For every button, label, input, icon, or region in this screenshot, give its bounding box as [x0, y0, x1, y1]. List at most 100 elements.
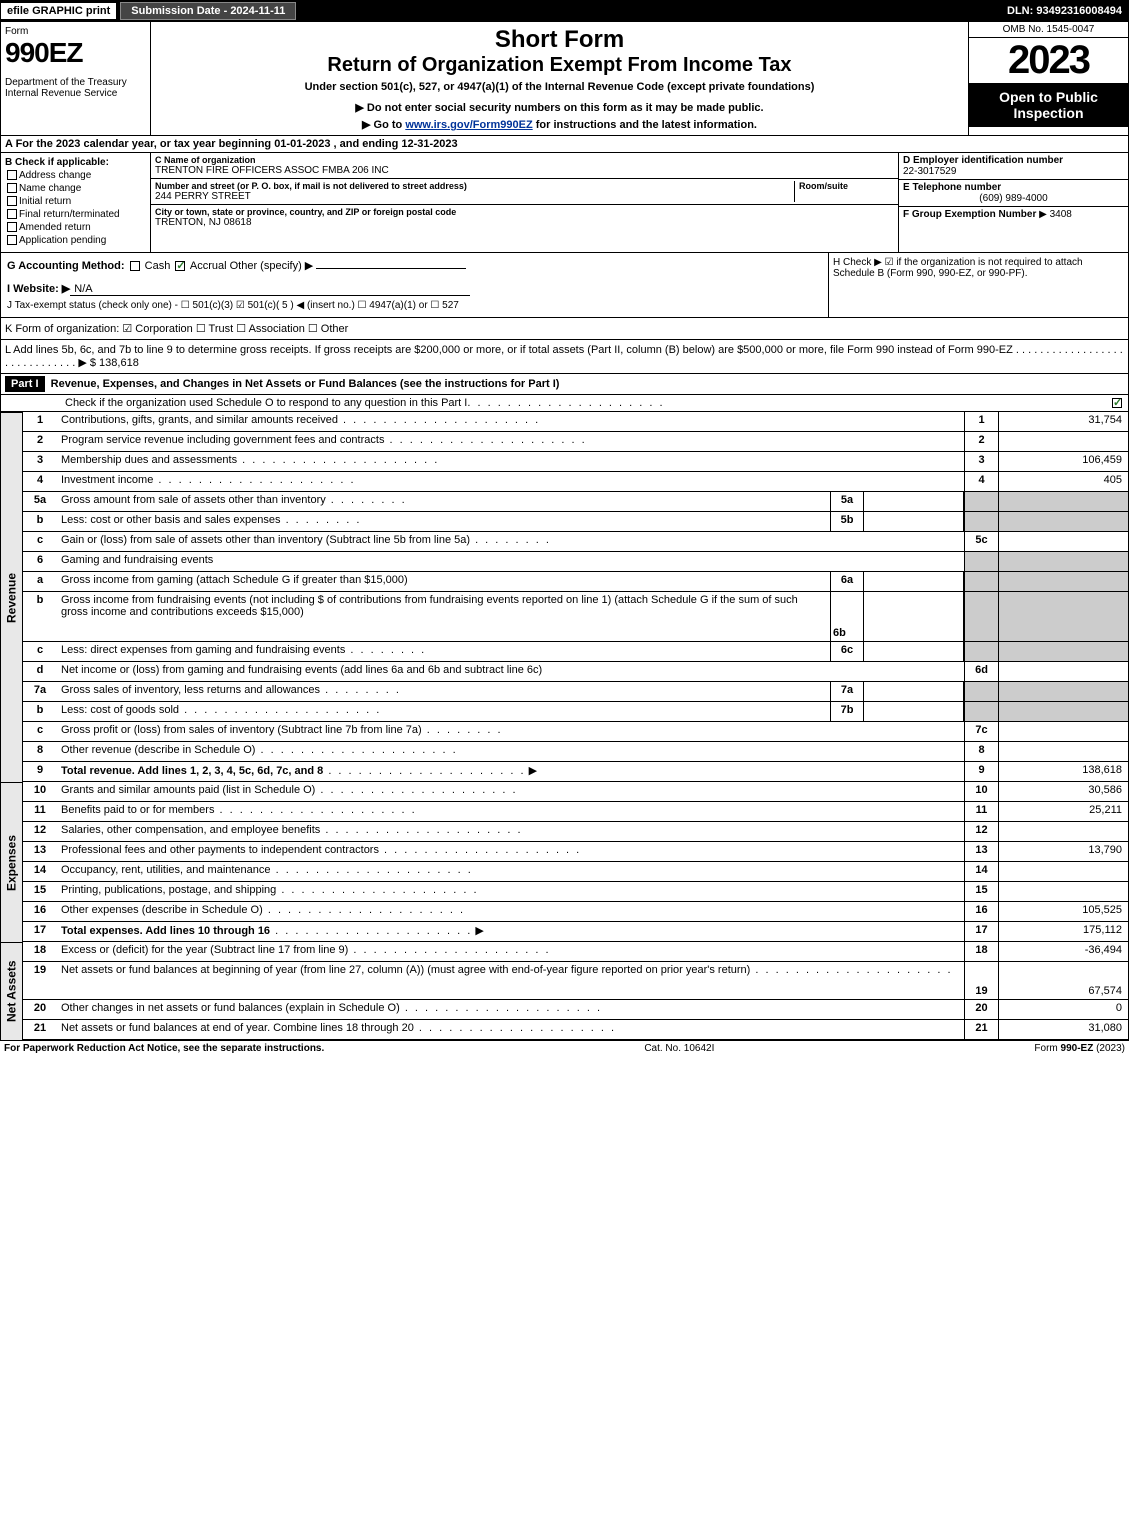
- check-final-return[interactable]: Final return/terminated: [5, 209, 146, 220]
- street-label: Number and street (or P. O. box, if mail…: [155, 181, 794, 191]
- line-desc: Excess or (deficit) for the year (Subtra…: [57, 942, 964, 961]
- part-1-check-row: Check if the organization used Schedule …: [0, 395, 1129, 412]
- amount: 175,112: [998, 922, 1128, 941]
- city-label: City or town, state or province, country…: [155, 207, 894, 217]
- netassets-side-label: Net Assets: [0, 942, 22, 1040]
- ref-num-shade: [964, 512, 998, 531]
- footer-left: For Paperwork Reduction Act Notice, see …: [4, 1043, 324, 1054]
- line-10: 10Grants and similar amounts paid (list …: [23, 782, 1128, 802]
- line-num: 5a: [23, 492, 57, 511]
- line-num: 10: [23, 782, 57, 801]
- line-num: 18: [23, 942, 57, 961]
- footer-right: Form 990-EZ (2023): [1034, 1043, 1125, 1054]
- amount-shade: [998, 682, 1128, 701]
- line-num: 2: [23, 432, 57, 451]
- line-desc: Less: direct expenses from gaming and fu…: [57, 642, 830, 661]
- line-20: 20Other changes in net assets or fund ba…: [23, 1000, 1128, 1020]
- line-4: 4Investment income4405: [23, 472, 1128, 492]
- amount: -36,494: [998, 942, 1128, 961]
- line-num: 9: [23, 762, 57, 781]
- line-3: 3Membership dues and assessments3106,459: [23, 452, 1128, 472]
- ref-num: 5c: [964, 532, 998, 551]
- line-desc: Other expenses (describe in Schedule O): [57, 902, 964, 921]
- other-input[interactable]: [316, 268, 466, 269]
- line-7c: cGross profit or (loss) from sales of in…: [23, 722, 1128, 742]
- row-l: L Add lines 5b, 6c, and 7b to line 9 to …: [0, 340, 1129, 374]
- ref-num: 20: [964, 1000, 998, 1019]
- line-num: 15: [23, 882, 57, 901]
- line-desc: Gross profit or (loss) from sales of inv…: [57, 722, 964, 741]
- amount-shade: [998, 592, 1128, 641]
- omb-number: OMB No. 1545-0047: [969, 22, 1128, 38]
- footer-center: Cat. No. 10642I: [644, 1043, 714, 1054]
- checkbox-checked-icon[interactable]: [175, 261, 185, 271]
- group-label: F Group Exemption Number: [903, 209, 1036, 220]
- ref-num: 16: [964, 902, 998, 921]
- checkbox-icon: [7, 170, 17, 180]
- city-cell: City or town, state or province, country…: [151, 205, 898, 230]
- ref-num-shade: [964, 592, 998, 641]
- line-desc: Other changes in net assets or fund bala…: [57, 1000, 964, 1019]
- revenue-section: Revenue 1Contributions, gifts, grants, a…: [0, 412, 1129, 782]
- line-5b: bLess: cost or other basis and sales exp…: [23, 512, 1128, 532]
- sub-amount: [864, 512, 964, 531]
- sub-amount: [864, 592, 964, 641]
- header-center: Short Form Return of Organization Exempt…: [151, 22, 968, 135]
- checkbox-icon: [7, 222, 17, 232]
- sub-amount: [864, 682, 964, 701]
- group-number: ▶ 3408: [1039, 209, 1072, 220]
- section-b: B Check if applicable: Address change Na…: [1, 153, 151, 252]
- ref-num-shade: [964, 682, 998, 701]
- irs-link[interactable]: www.irs.gov/Form990EZ: [405, 119, 532, 131]
- check-name-change[interactable]: Name change: [5, 183, 146, 194]
- part-1-header: Part I Revenue, Expenses, and Changes in…: [0, 374, 1129, 395]
- row-l-amount: 138,618: [99, 357, 139, 369]
- check-application-pending[interactable]: Application pending: [5, 235, 146, 246]
- line-num: 12: [23, 822, 57, 841]
- ein: 22-3017529: [903, 166, 1124, 177]
- sub-amount: [864, 702, 964, 721]
- sub-num: 6b: [830, 592, 864, 641]
- line-num: c: [23, 722, 57, 741]
- line-num: 16: [23, 902, 57, 921]
- cash-label: Cash: [145, 260, 171, 272]
- line-desc: Occupancy, rent, utilities, and maintena…: [57, 862, 964, 881]
- amended-return-label: Amended return: [19, 222, 91, 233]
- amount: [998, 822, 1128, 841]
- checkbox-icon[interactable]: [130, 261, 140, 271]
- under-section: Under section 501(c), 527, or 4947(a)(1)…: [155, 81, 964, 93]
- header-left: Form 990EZ Department of the Treasury In…: [1, 22, 151, 135]
- line-6a: aGross income from gaming (attach Schedu…: [23, 572, 1128, 592]
- checkbox-icon: [7, 183, 17, 193]
- line-num: 4: [23, 472, 57, 491]
- amount: 31,754: [998, 412, 1128, 431]
- amount: 30,586: [998, 782, 1128, 801]
- ref-num: 15: [964, 882, 998, 901]
- amount: 138,618: [998, 762, 1128, 781]
- netassets-section: Net Assets 18Excess or (deficit) for the…: [0, 942, 1129, 1040]
- amount: 31,080: [998, 1020, 1128, 1039]
- header-right: OMB No. 1545-0047 2023 Open to Public In…: [968, 22, 1128, 135]
- check-initial-return[interactable]: Initial return: [5, 196, 146, 207]
- dln: DLN: 93492316008494: [1007, 5, 1128, 17]
- accounting-label: G Accounting Method:: [7, 260, 125, 272]
- tax-year: 2023: [969, 38, 1128, 83]
- row-gh: G Accounting Method: Cash Accrual Other …: [0, 253, 1129, 318]
- revenue-side-label: Revenue: [0, 412, 22, 782]
- checkbox-icon: [7, 196, 17, 206]
- line-desc: Investment income: [57, 472, 964, 491]
- submission-date: Submission Date - 2024-11-11: [120, 2, 296, 20]
- goto-post: for instructions and the latest informat…: [533, 119, 757, 131]
- amount-shade: [998, 642, 1128, 661]
- check-amended-return[interactable]: Amended return: [5, 222, 146, 233]
- amount: [998, 742, 1128, 761]
- line-num: 6: [23, 552, 57, 571]
- ref-num-shade: [964, 552, 998, 571]
- line-desc: Less: cost or other basis and sales expe…: [57, 512, 830, 531]
- schedule-o-checkbox[interactable]: [1112, 398, 1122, 408]
- line-9: 9Total revenue. Add lines 1, 2, 3, 4, 5c…: [23, 762, 1128, 782]
- line-desc: Gross sales of inventory, less returns a…: [57, 682, 830, 701]
- check-address-change[interactable]: Address change: [5, 170, 146, 181]
- expenses-section: Expenses 10Grants and similar amounts pa…: [0, 782, 1129, 942]
- line-desc: Net assets or fund balances at beginning…: [57, 962, 964, 999]
